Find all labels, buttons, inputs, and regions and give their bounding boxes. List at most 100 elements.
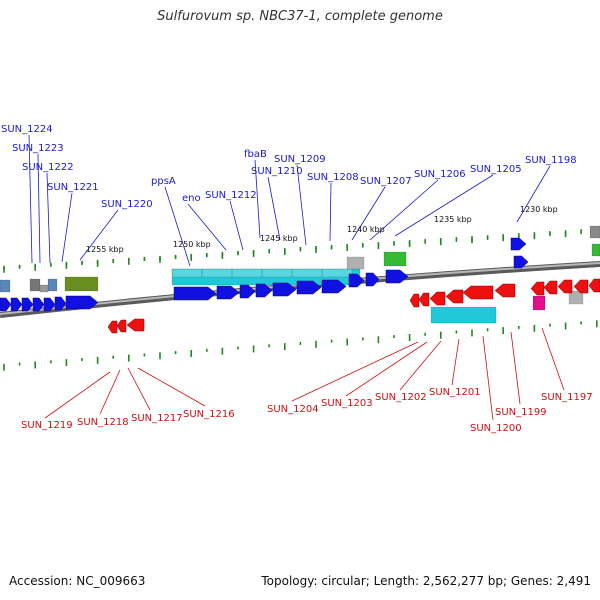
label-leader-line — [229, 200, 244, 251]
forward-gene-arrow — [385, 269, 409, 284]
grey-feature — [39, 284, 49, 293]
gene-label[interactable]: SUN_1197 — [541, 392, 593, 403]
gene-label[interactable]: SUN_1199 — [495, 407, 547, 418]
forward-gene-arrow — [54, 296, 67, 311]
accession-text: Accession: NC_009663 — [9, 574, 146, 588]
label-leader-line — [254, 159, 261, 239]
forward-gene-arrow — [365, 272, 380, 287]
feature-layer — [0, 225, 600, 324]
cyan-feature-segment — [201, 268, 233, 278]
gene-label[interactable]: SUN_1200 — [470, 423, 522, 434]
gene-label[interactable]: SUN_1203 — [321, 398, 373, 409]
gene-label[interactable]: SUN_1223 — [12, 143, 64, 154]
forward-gene-arrow — [510, 237, 527, 251]
steel-feature — [0, 279, 11, 293]
label-leader-line — [28, 134, 33, 264]
reverse-gene-arrow — [116, 319, 127, 333]
gene-label[interactable]: SUN_1216 — [183, 409, 235, 420]
label-leader-line — [541, 327, 565, 391]
gene-layer — [0, 237, 600, 334]
forward-gene-arrow — [10, 297, 23, 312]
gene-label[interactable]: SUN_1201 — [429, 387, 481, 398]
label-leader-line — [394, 174, 494, 237]
cyan-feature-segment — [171, 268, 203, 278]
reverse-gene-arrow — [107, 320, 118, 334]
label-leader-line — [187, 203, 227, 251]
gene-label[interactable]: SUN_1219 — [21, 420, 73, 431]
reverse-gene-arrow — [429, 291, 446, 306]
scale-label: 1230 kbp — [520, 205, 558, 214]
gene-label[interactable]: SUN_1220 — [101, 199, 153, 210]
label-leader-line — [351, 186, 386, 241]
gene-label[interactable]: SUN_1198 — [525, 155, 577, 166]
steel-feature — [47, 278, 58, 292]
gene-label[interactable]: ppsA — [151, 176, 176, 187]
cyan-feature-band — [430, 306, 497, 324]
reverse-gene-arrow — [557, 279, 573, 294]
gene-label[interactable]: SUN_1218 — [77, 417, 129, 428]
label-leader-line — [137, 367, 206, 407]
cyan-feature-segment — [261, 268, 293, 278]
gene-label[interactable]: SUN_1210 — [251, 166, 303, 177]
tick-layer — [3, 228, 598, 371]
grey-feature — [589, 225, 600, 239]
green-feature — [383, 251, 407, 267]
gene-label[interactable]: SUN_1217 — [131, 413, 183, 424]
forward-gene-arrow — [296, 280, 322, 295]
label-leader-line — [329, 182, 332, 242]
forward-gene-arrow — [216, 285, 240, 300]
reverse-gene-arrow — [445, 289, 464, 304]
forward-gene-arrow — [272, 282, 297, 297]
label-leader-line — [44, 371, 111, 419]
genome-title: Sulfurovum sp. NBC37-1, complete genome — [157, 9, 443, 24]
magenta-feature — [532, 295, 546, 311]
gene-label[interactable]: SUN_1206 — [414, 169, 466, 180]
reverse-gene-arrow — [462, 285, 494, 300]
forward-gene-arrow — [65, 295, 99, 310]
scale-label-layer: 1255 kbp 1250 kbp 1245 kbp 1240 kbp 1235 kbp… — [86, 205, 558, 254]
label-leader-line — [61, 192, 73, 263]
gene-label[interactable]: SUN_1205 — [470, 164, 522, 175]
forward-gene-arrow — [21, 297, 34, 312]
gene-label[interactable]: SUN_1207 — [360, 176, 412, 187]
gene-label[interactable]: SUN_1208 — [307, 172, 359, 183]
grey-feature — [346, 256, 365, 270]
label-leader-line — [37, 153, 41, 264]
label-leader-line — [451, 338, 460, 386]
label-leader-line — [510, 331, 521, 405]
label-layer: SUN_1224 SUN_1223 SUN_1222 SUN_1221SUN_1220… — [1, 124, 593, 434]
label-leader-line — [516, 165, 551, 223]
gene-label[interactable]: SUN_1204 — [267, 404, 319, 415]
forward-gene-arrow — [43, 297, 56, 312]
forward-gene-arrow — [32, 297, 45, 312]
forward-gene-arrow — [255, 283, 273, 298]
grey-feature — [29, 278, 41, 292]
gene-label[interactable]: SUN_1212 — [205, 190, 257, 201]
reverse-gene-arrow — [588, 278, 600, 293]
green-feature — [591, 243, 600, 257]
forward-gene-arrow — [321, 279, 347, 294]
scale-label: 1245 kbp — [260, 234, 298, 243]
label-leader-line — [164, 186, 191, 267]
gene-label[interactable]: SUN_1202 — [375, 392, 427, 403]
gene-label[interactable]: SUN_1222 — [22, 162, 74, 173]
gene-label[interactable]: SUN_1221 — [47, 182, 99, 193]
cyan-feature-segment — [321, 268, 353, 278]
scale-label: 1240 kbp — [347, 225, 385, 234]
reverse-gene-arrow — [573, 279, 589, 294]
gene-label[interactable]: SUN_1209 — [274, 154, 326, 165]
forward-gene-arrow — [0, 297, 12, 312]
gene-label[interactable]: eno — [182, 193, 201, 204]
label-leader-line — [296, 164, 307, 246]
label-leader-line — [267, 176, 281, 241]
gene-label[interactable]: SUN_1224 — [1, 124, 53, 135]
grey-feature — [568, 290, 584, 305]
gene-label[interactable]: fbaB — [244, 149, 267, 160]
reverse-gene-arrow — [409, 293, 420, 308]
label-leader-line — [399, 340, 442, 391]
reverse-gene-arrow — [126, 318, 145, 332]
label-leader-line — [46, 172, 51, 264]
label-leader-line — [99, 369, 121, 415]
forward-gene-arrow — [348, 273, 365, 288]
